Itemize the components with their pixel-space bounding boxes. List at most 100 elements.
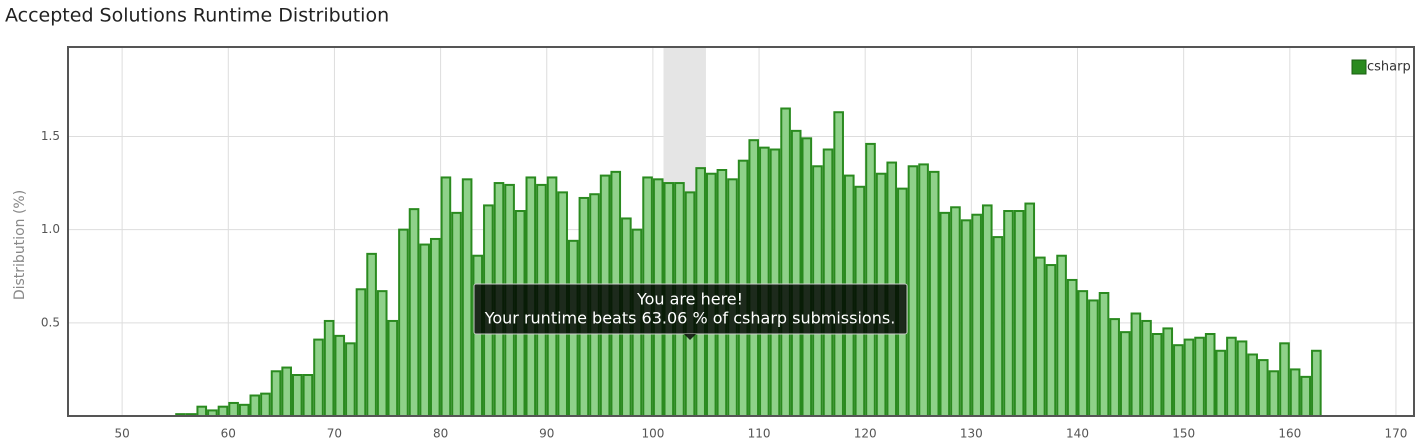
x-tick-label: 50 — [114, 427, 129, 441]
bar — [1300, 375, 1312, 418]
x-tick-label: 100 — [641, 427, 664, 441]
bar — [408, 208, 420, 417]
bar — [281, 366, 292, 417]
bar — [1045, 264, 1057, 417]
bar — [270, 370, 282, 418]
bar — [939, 211, 951, 417]
bar — [801, 137, 813, 417]
bar — [440, 176, 452, 417]
bar — [334, 334, 346, 418]
bar — [1204, 333, 1216, 417]
y-tick-label: 0.5 — [41, 315, 60, 329]
plot-frame — [67, 46, 1415, 417]
legend: csharp — [1351, 59, 1411, 75]
bar — [260, 392, 271, 417]
bar — [196, 405, 208, 418]
bar — [1013, 210, 1025, 417]
bar — [1119, 331, 1131, 417]
bar — [748, 139, 760, 417]
bar — [387, 319, 399, 418]
bar — [238, 403, 250, 417]
bar — [1226, 336, 1237, 417]
bar — [992, 236, 1004, 417]
bar — [1289, 368, 1301, 417]
bar — [1151, 333, 1163, 417]
bar — [1077, 290, 1089, 417]
bar — [918, 163, 929, 417]
x-tick-label: 90 — [539, 427, 554, 441]
bar — [1268, 370, 1280, 418]
bar — [302, 374, 314, 417]
bar — [928, 170, 940, 417]
y-axis-label: Distribution (%) — [12, 190, 28, 300]
bar — [865, 142, 876, 417]
bar — [345, 342, 356, 417]
bar — [1056, 254, 1067, 417]
bar — [950, 206, 961, 417]
bar — [1130, 312, 1142, 417]
bar — [759, 146, 770, 418]
x-tick-label: 80 — [433, 427, 448, 441]
bar — [429, 237, 441, 417]
tooltip-text: Your runtime beats 63.06 % of csharp sub… — [484, 309, 896, 328]
x-tick-label: 160 — [1278, 427, 1301, 441]
bar — [291, 374, 303, 417]
bar — [217, 405, 229, 418]
bar — [419, 243, 430, 417]
tooltip-arrow — [684, 334, 696, 340]
legend-label: csharp — [1367, 60, 1411, 75]
bar — [451, 211, 462, 417]
bar — [1003, 210, 1014, 417]
y-tick-label: 1.5 — [41, 129, 60, 143]
bar — [376, 290, 388, 417]
bar — [960, 219, 972, 417]
bar — [822, 148, 834, 417]
bar — [1311, 349, 1322, 418]
x-tick-label: 150 — [1172, 427, 1195, 441]
bar — [249, 394, 261, 417]
bar — [228, 401, 239, 418]
x-tick-label: 60 — [221, 427, 236, 441]
x-tick-label: 120 — [854, 427, 877, 441]
bar — [769, 148, 781, 417]
bar — [780, 107, 791, 417]
bar — [907, 165, 919, 417]
tooltip-title: You are here! — [636, 290, 743, 309]
bar — [1162, 327, 1174, 417]
bar — [833, 111, 844, 418]
bar — [971, 213, 982, 417]
x-tick-label: 130 — [960, 427, 983, 441]
bar — [1236, 340, 1248, 418]
bar — [1109, 318, 1120, 417]
bar — [398, 228, 409, 417]
bars — [175, 107, 1322, 418]
bar — [1035, 256, 1046, 417]
bar — [790, 129, 802, 417]
x-tick-label: 70 — [327, 427, 342, 441]
bar — [1173, 344, 1184, 418]
y-tick-label: 1.0 — [41, 222, 60, 236]
bar — [1024, 202, 1036, 417]
bar — [1141, 319, 1152, 418]
bar — [366, 252, 377, 417]
bar — [1066, 278, 1078, 418]
bar — [472, 254, 484, 417]
bar — [355, 288, 367, 418]
tooltip: You are here! Your runtime beats 63.06 %… — [473, 283, 908, 340]
bar — [1215, 349, 1227, 418]
x-tick-label: 110 — [748, 427, 771, 441]
bar — [1088, 299, 1099, 418]
x-tick-label: 140 — [1066, 427, 1089, 441]
bar — [1194, 336, 1205, 417]
bar — [1183, 338, 1195, 417]
legend-swatch — [1351, 59, 1367, 75]
bar — [1098, 292, 1110, 417]
bar — [461, 178, 473, 417]
bar — [323, 319, 335, 418]
bar — [981, 204, 993, 417]
bar — [313, 338, 324, 417]
axes: 50 60 70 80 90 100 110 120 130 140 150 160 170 0.5 1.0… — [41, 129, 1408, 441]
bar — [1279, 342, 1290, 417]
